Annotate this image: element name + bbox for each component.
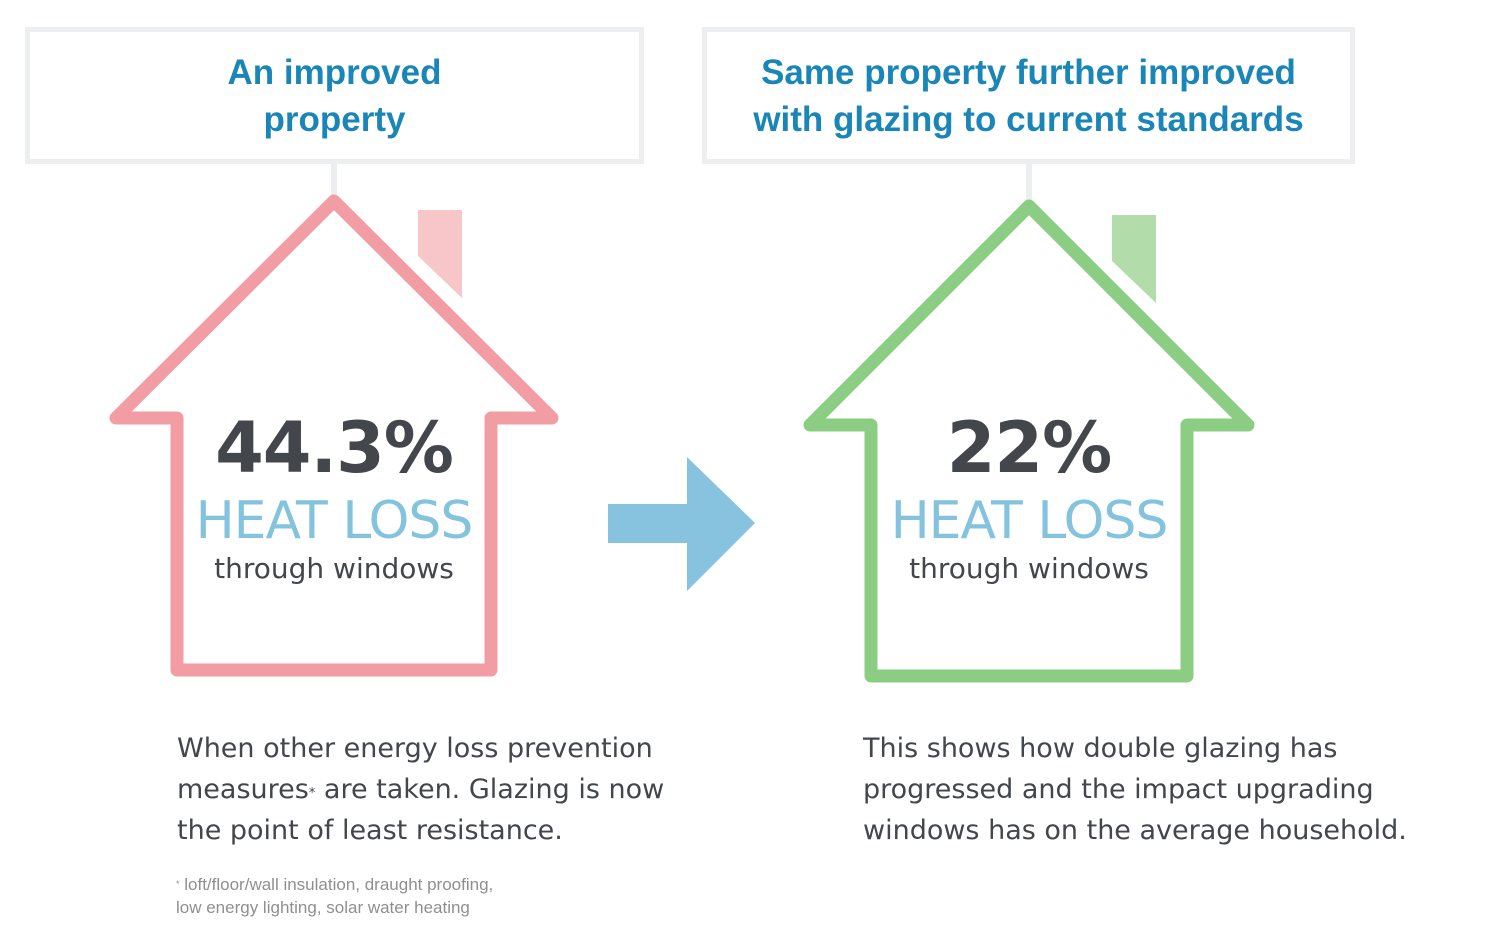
chimney-right xyxy=(1112,215,1156,303)
chimney-left xyxy=(418,210,462,298)
heat-loss-label: HEAT LOSS xyxy=(195,491,474,551)
description-line: progressed and the impact upgrading xyxy=(863,774,1374,805)
description-right: This shows how double glazing has progre… xyxy=(863,728,1407,851)
description-left: When other energy loss prevention measur… xyxy=(177,728,664,851)
through-windows-label: through windows xyxy=(214,552,454,585)
footnote-text: loft/floor/wall insulation, draught proo… xyxy=(184,875,494,894)
house-stats-right: 22% HEAT LOSS through windows xyxy=(829,406,1229,586)
title-line: with glazing to current standards xyxy=(753,99,1304,139)
footnote-line: low energy lighting, solar water heating xyxy=(176,898,470,917)
title-box-improved-property: An improved property xyxy=(25,27,644,164)
percent-value: 22% xyxy=(946,407,1113,489)
footnote-asterisk: * xyxy=(176,879,180,889)
right-arrow-icon xyxy=(608,457,755,591)
house-stats-left: 44.3% HEAT LOSS through windows xyxy=(134,406,534,586)
description-line: This shows how double glazing has xyxy=(863,733,1338,764)
footnote-line: * loft/floor/wall insulation, draught pr… xyxy=(176,873,493,896)
title-line: property xyxy=(263,99,406,139)
house-outline-left xyxy=(109,194,559,677)
description-text: are taken. Glazing is now xyxy=(315,774,665,805)
description-line: windows has on the average household. xyxy=(863,815,1407,846)
connector-line-left xyxy=(331,162,337,202)
title-box-further-improved: Same property further improved with glaz… xyxy=(702,27,1355,164)
connector-line-right xyxy=(1026,162,1032,206)
title-line: An improved xyxy=(227,52,442,92)
title-line: Same property further improved xyxy=(761,52,1296,92)
heat-loss-label: HEAT LOSS xyxy=(890,491,1169,551)
description-text: measures xyxy=(177,774,309,805)
through-windows-label: through windows xyxy=(909,552,1149,585)
description-line: the point of least resistance. xyxy=(177,815,563,846)
description-line: When other energy loss prevention xyxy=(177,733,653,764)
footnote: * loft/floor/wall insulation, draught pr… xyxy=(176,873,493,919)
house-outline-right xyxy=(803,199,1255,683)
description-line: measures* are taken. Glazing is now xyxy=(177,769,664,810)
footnote-marker: * xyxy=(308,786,316,801)
percent-value: 44.3% xyxy=(215,407,454,489)
